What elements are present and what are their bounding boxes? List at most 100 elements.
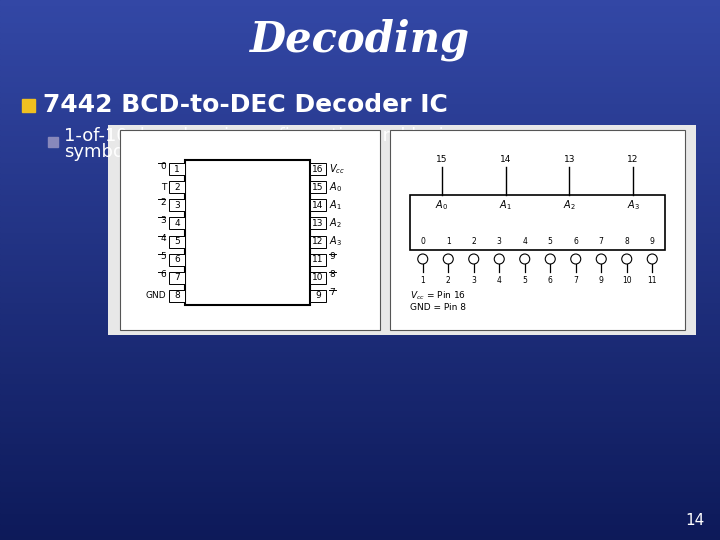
Bar <box>310 199 326 211</box>
Bar <box>0 308 720 313</box>
Bar <box>0 254 720 259</box>
Bar <box>0 92 720 97</box>
Bar <box>0 16 720 22</box>
Bar <box>0 27 720 32</box>
Bar <box>310 163 326 175</box>
Bar <box>0 38 720 43</box>
Text: 9: 9 <box>650 237 654 246</box>
Bar <box>0 49 720 54</box>
Bar <box>0 297 720 302</box>
Bar <box>0 329 720 335</box>
Bar <box>108 125 696 335</box>
Text: Decoding: Decoding <box>250 19 470 61</box>
Text: 8: 8 <box>624 237 629 246</box>
Bar <box>0 286 720 292</box>
Bar <box>169 218 185 230</box>
Bar <box>0 394 720 400</box>
Bar <box>120 130 380 330</box>
Text: 3: 3 <box>161 216 166 225</box>
Text: 3: 3 <box>174 201 180 210</box>
Bar <box>0 340 720 346</box>
Bar <box>0 248 720 254</box>
Bar <box>0 481 720 486</box>
Bar <box>0 373 720 378</box>
Bar <box>48 137 58 147</box>
Text: T: T <box>161 183 166 192</box>
Bar <box>0 454 720 459</box>
Bar <box>0 76 720 81</box>
Bar <box>0 416 720 421</box>
Bar <box>0 70 720 76</box>
Bar <box>0 232 720 238</box>
Bar <box>310 272 326 284</box>
Text: 6: 6 <box>161 271 166 279</box>
Bar <box>0 324 720 329</box>
Bar <box>0 362 720 367</box>
Bar <box>0 513 720 518</box>
Bar <box>0 475 720 481</box>
Bar <box>0 81 720 86</box>
Bar <box>0 529 720 535</box>
Text: 4: 4 <box>522 237 527 246</box>
Text: 1-of-10 decoder pin configuration and logic: 1-of-10 decoder pin configuration and lo… <box>64 127 454 145</box>
Text: 12: 12 <box>312 237 324 246</box>
Text: 13: 13 <box>564 155 575 164</box>
Text: 4: 4 <box>161 234 166 243</box>
Text: 6: 6 <box>174 255 180 264</box>
Bar <box>0 432 720 437</box>
Text: 7: 7 <box>329 288 335 298</box>
Text: 11: 11 <box>312 255 324 264</box>
Bar <box>0 243 720 248</box>
Text: 1: 1 <box>446 237 451 246</box>
Text: 15: 15 <box>436 155 448 164</box>
Text: 16: 16 <box>312 165 324 173</box>
Bar <box>0 259 720 265</box>
Text: 7: 7 <box>174 273 180 282</box>
Bar <box>0 211 720 216</box>
Text: $A_3$: $A_3$ <box>329 235 342 248</box>
Bar <box>0 535 720 540</box>
Circle shape <box>571 254 581 264</box>
Text: 1: 1 <box>174 165 180 173</box>
Text: $A_1$: $A_1$ <box>499 198 512 212</box>
Circle shape <box>647 254 657 264</box>
Text: 6: 6 <box>573 237 578 246</box>
Text: $A_0$: $A_0$ <box>329 180 342 194</box>
Bar <box>310 254 326 266</box>
Bar <box>390 130 685 330</box>
Bar <box>0 59 720 65</box>
Bar <box>169 235 185 247</box>
Text: 7: 7 <box>573 276 578 285</box>
Bar <box>169 199 185 211</box>
Text: 8: 8 <box>174 292 180 300</box>
Text: 12: 12 <box>627 155 639 164</box>
Text: 9: 9 <box>599 276 603 285</box>
Circle shape <box>469 254 479 264</box>
Bar <box>0 265 720 270</box>
Bar <box>169 272 185 284</box>
Bar <box>0 216 720 221</box>
Bar <box>0 367 720 373</box>
Text: 2: 2 <box>161 198 166 207</box>
Bar <box>0 356 720 362</box>
Bar <box>0 124 720 130</box>
Bar <box>0 11 720 16</box>
Text: 2: 2 <box>472 237 476 246</box>
Bar <box>0 97 720 103</box>
Bar <box>0 313 720 319</box>
Bar <box>310 181 326 193</box>
Circle shape <box>520 254 530 264</box>
Bar <box>0 205 720 211</box>
Bar <box>0 378 720 383</box>
Text: $A_3$: $A_3$ <box>626 198 639 212</box>
Bar <box>0 421 720 427</box>
Bar <box>0 470 720 475</box>
Bar <box>0 162 720 167</box>
Bar <box>0 319 720 324</box>
Text: 0: 0 <box>420 237 426 246</box>
Bar <box>0 427 720 432</box>
Text: $V_{cc}$: $V_{cc}$ <box>329 162 345 176</box>
Text: $A_2$: $A_2$ <box>563 198 576 212</box>
Text: 1: 1 <box>420 276 425 285</box>
Text: 7442 BCD-to-DEC Decoder IC: 7442 BCD-to-DEC Decoder IC <box>43 93 448 117</box>
